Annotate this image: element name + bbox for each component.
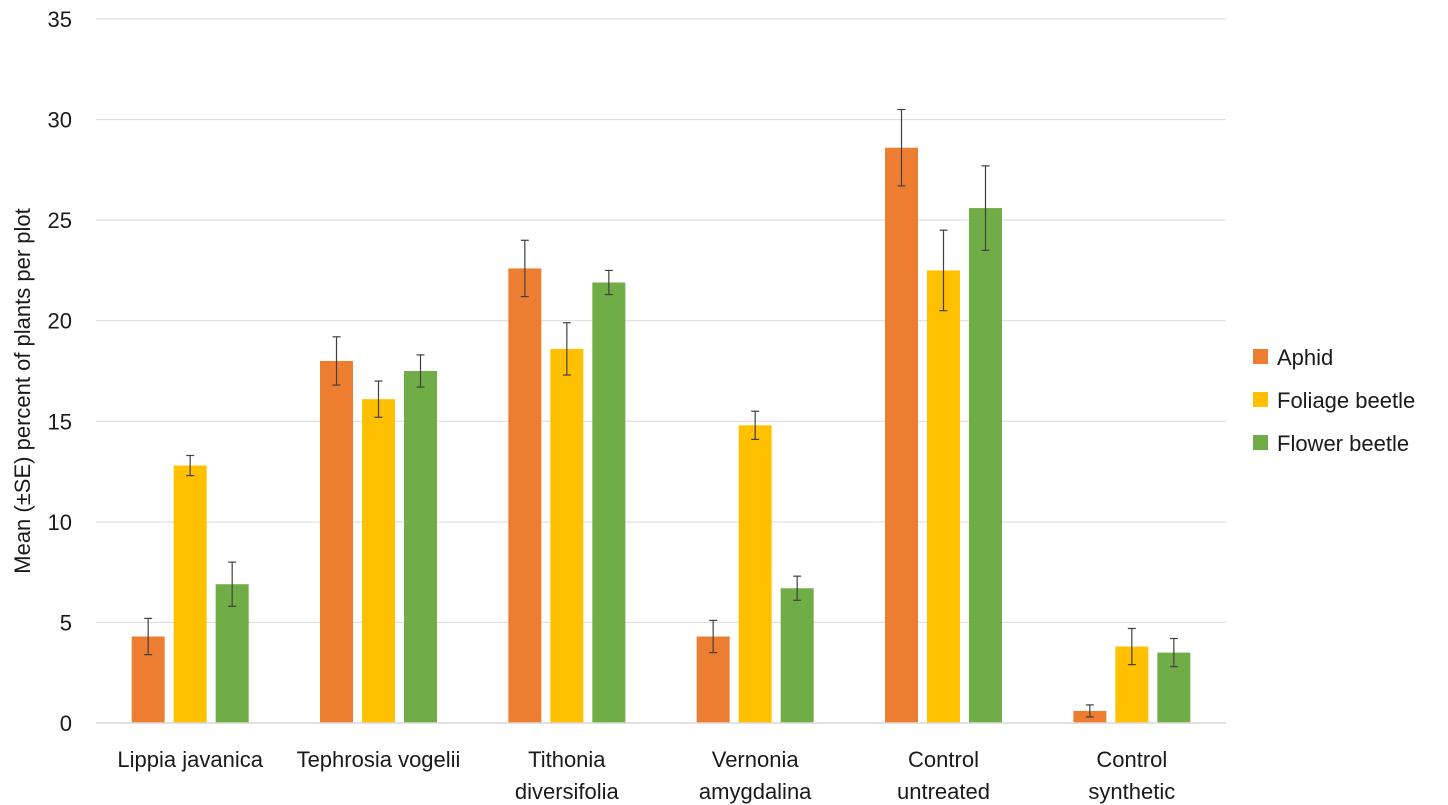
bar-flower-beetle <box>592 282 626 723</box>
bar-flower-beetle <box>969 208 1002 723</box>
x-tick-label: Tithonia diversifolia <box>515 747 620 804</box>
y-tick-label: 35 <box>48 7 72 32</box>
bar-foliage-beetle <box>362 399 395 723</box>
bar-aphid <box>885 147 918 723</box>
x-tick-label-line: Control <box>1096 747 1167 772</box>
legend-label: Flower beetle <box>1277 431 1409 456</box>
bar-aphid <box>320 360 353 723</box>
y-tick-label: 20 <box>48 309 72 334</box>
y-axis-title: Mean (±SE) percent of plants per plot <box>10 208 35 573</box>
bar-flower-beetle <box>404 371 437 723</box>
y-tick-label: 30 <box>48 108 72 133</box>
x-tick-label-line: amygdalina <box>699 779 812 804</box>
y-tick-label: 25 <box>48 208 72 233</box>
x-tick-label: Control synthetic <box>1088 747 1175 804</box>
y-tick-label: 15 <box>48 409 72 434</box>
legend-swatch <box>1253 392 1268 407</box>
x-tick-label-line: Tephrosia vogelii <box>297 747 461 772</box>
y-tick-label: 0 <box>60 711 72 736</box>
legend-swatch <box>1253 435 1268 450</box>
bar-flower-beetle <box>215 584 249 723</box>
y-tick-label: 5 <box>60 610 72 635</box>
error-bars <box>144 108 1178 718</box>
legend-label: Foliage beetle <box>1277 388 1415 413</box>
legend-label: Aphid <box>1277 345 1333 370</box>
bar-foliage-beetle <box>173 465 207 723</box>
y-axis-tick-labels: 0 5 10 15 20 25 30 35 <box>48 7 72 736</box>
bar-foliage-beetle <box>738 425 772 723</box>
x-tick-label: Tephrosia vogelii <box>297 747 461 772</box>
y-tick-label: 10 <box>48 510 72 535</box>
x-tick-label-line: Tithonia <box>528 747 606 772</box>
legend: Aphid Foliage beetle Flower beetle <box>1253 345 1415 456</box>
gridlines <box>96 18 1226 623</box>
x-axis-tick-labels: Lippia javanica Tephrosia vogelii Tithonia… <box>117 747 1175 804</box>
x-tick-label-line: Lippia javanica <box>117 747 263 772</box>
x-tick-label: Vernonia amygdalina <box>699 747 812 804</box>
bars <box>131 147 1191 723</box>
x-tick-label-line: synthetic <box>1088 779 1175 804</box>
x-tick-label-line: untreated <box>897 779 990 804</box>
x-tick-label: Control untreated <box>897 747 990 804</box>
bar-foliage-beetle <box>550 348 584 723</box>
legend-swatch <box>1253 349 1268 364</box>
bar-foliage-beetle <box>927 270 960 723</box>
bar-flower-beetle <box>780 588 814 723</box>
x-tick-label: Lippia javanica <box>117 747 263 772</box>
x-tick-label-line: Vernonia <box>712 747 800 772</box>
bar-aphid <box>508 268 542 723</box>
x-tick-label-line: Control <box>908 747 979 772</box>
x-tick-label-line: diversifolia <box>515 779 620 804</box>
